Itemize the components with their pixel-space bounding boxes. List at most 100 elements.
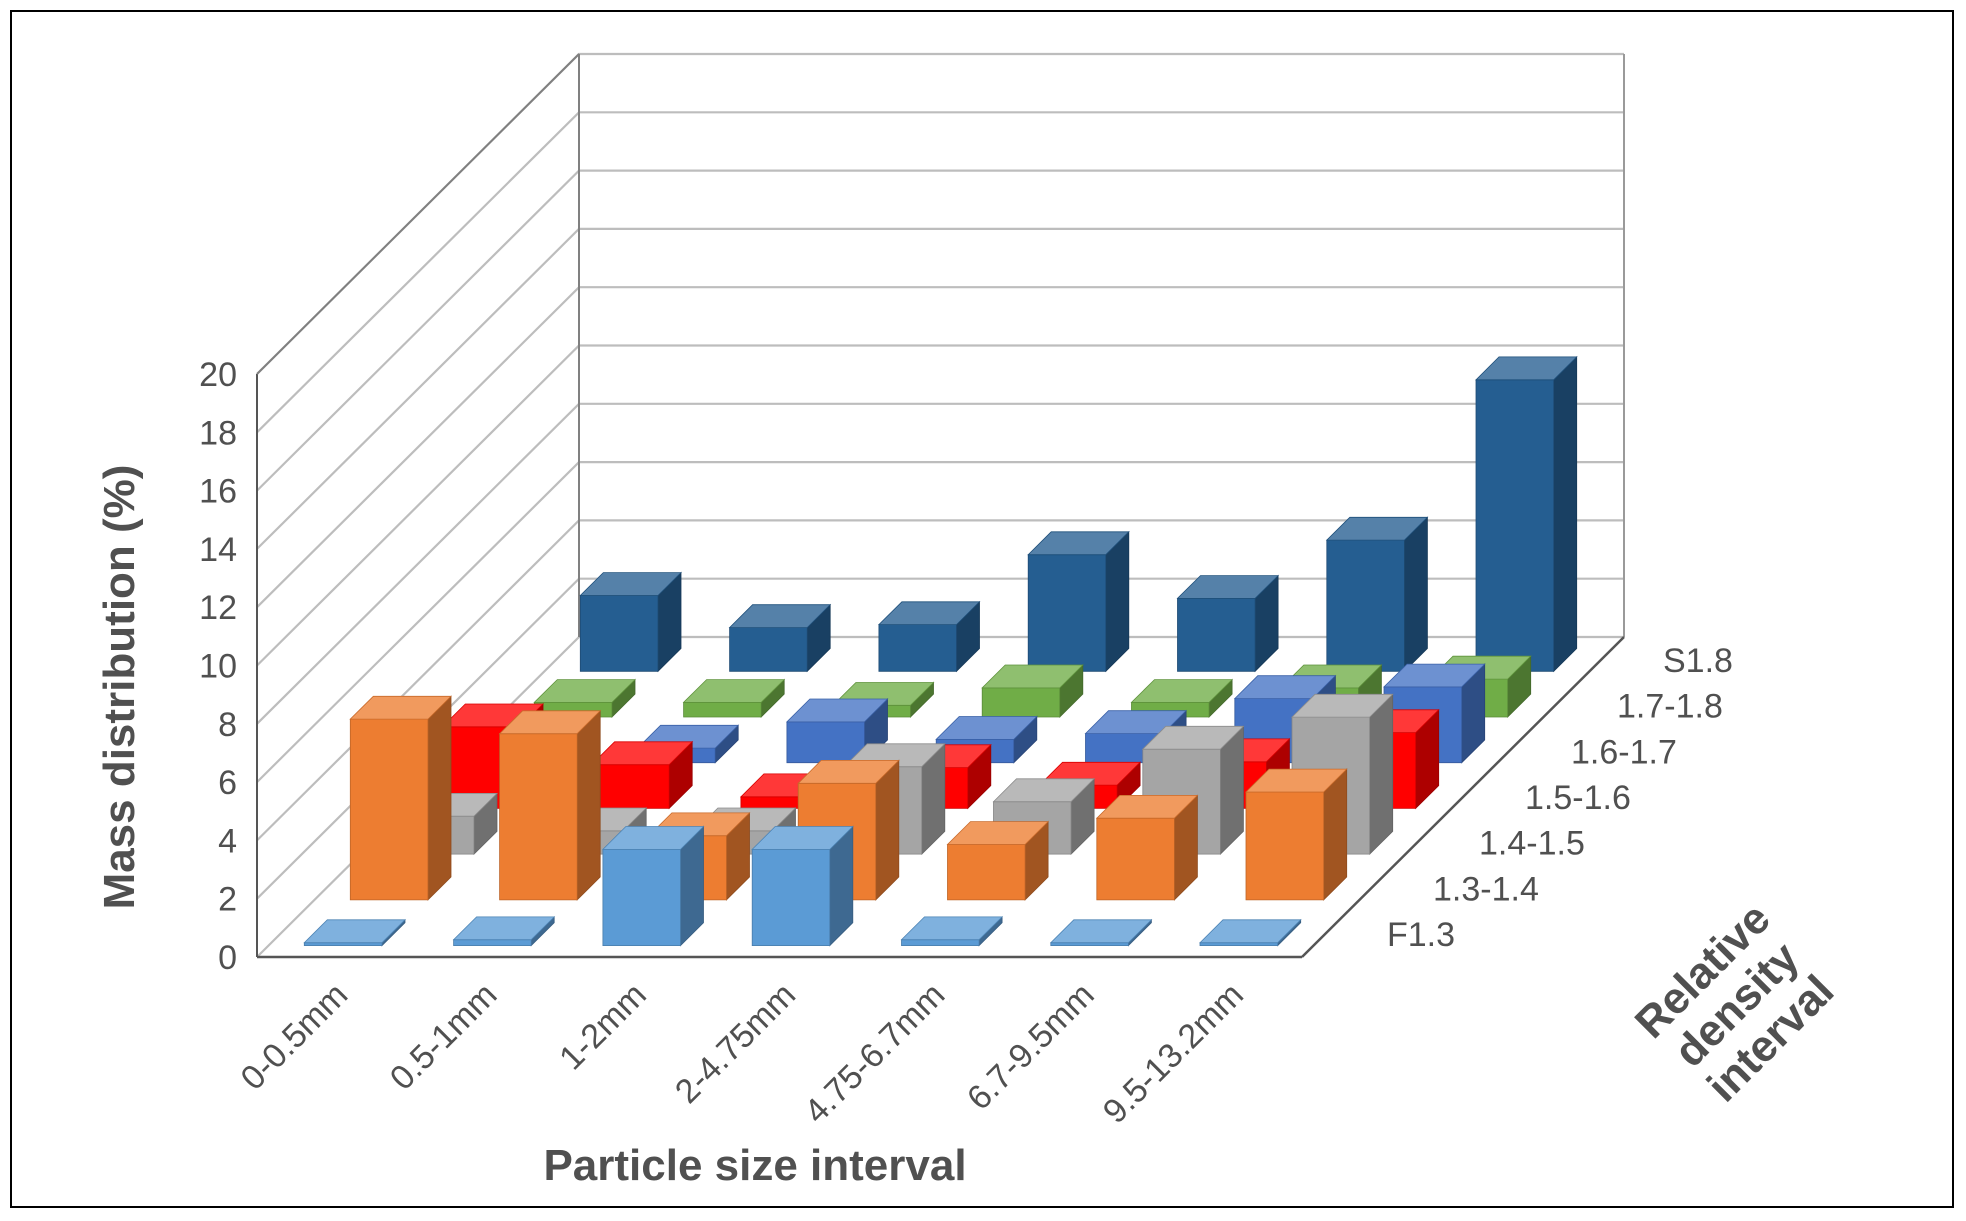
bar <box>452 915 556 947</box>
bar-top-face <box>682 679 786 703</box>
bar <box>1049 918 1153 947</box>
bar-top-face <box>877 601 981 625</box>
bar-top-face <box>1095 795 1199 819</box>
bar-top-face <box>946 821 1050 845</box>
bar-front-face <box>349 718 429 901</box>
y-tick-label: 18 <box>199 414 237 452</box>
z-tick-label: 1.5-1.6 <box>1525 779 1631 817</box>
y-tick-label: 6 <box>218 764 237 802</box>
bar <box>579 571 682 673</box>
bar <box>1245 768 1348 901</box>
bar <box>1325 516 1429 673</box>
bar-top-face <box>590 741 694 766</box>
bar-top-face <box>1199 919 1302 944</box>
bar-side-face <box>1404 516 1428 673</box>
bar-front-face <box>1475 379 1555 672</box>
bar-front-face <box>499 733 578 901</box>
bar-front-face <box>729 627 808 672</box>
bar-front-face <box>901 939 980 946</box>
y-tick-label: 0 <box>218 939 237 977</box>
bar-front-face <box>1027 554 1107 672</box>
z-tick-label: 1.4-1.5 <box>1479 825 1585 863</box>
bar <box>877 600 981 673</box>
bar-front-face <box>579 595 659 672</box>
bar <box>946 820 1050 901</box>
bar-top-face <box>601 826 705 850</box>
x-tick-label: 1-2mm <box>552 976 654 1078</box>
bar <box>1475 355 1578 673</box>
bar-top-face <box>981 664 1084 689</box>
x-tick-label: 0.5-1mm <box>383 976 505 1098</box>
bar-top-face <box>797 760 900 784</box>
chart-walls <box>256 52 1625 959</box>
z-tick-label: 1.7-1.8 <box>1617 688 1723 726</box>
bar-front-face <box>1177 598 1256 672</box>
bar-side-face <box>427 695 452 901</box>
bar <box>498 709 602 901</box>
y-tick-label: 10 <box>199 648 237 686</box>
bars-group <box>303 355 1578 947</box>
y-tick-label: 8 <box>218 706 237 744</box>
y-tick-label: 12 <box>199 589 237 627</box>
x-tick-label: 4.75-6.7mm <box>797 976 952 1131</box>
bar <box>981 664 1084 718</box>
bar-top-face <box>1233 675 1337 699</box>
y-tick-label: 4 <box>218 822 237 860</box>
x-axis-title: Particle size interval <box>543 1141 966 1190</box>
bar-top-face <box>751 826 854 850</box>
bar <box>900 915 1004 947</box>
bar-front-face <box>591 764 670 809</box>
bar <box>601 825 705 947</box>
bar-front-face <box>878 624 957 672</box>
bar-top-face <box>303 919 406 944</box>
bar-top-face <box>349 695 452 720</box>
bar-top-face <box>728 604 832 628</box>
bar-top-face <box>992 778 1096 803</box>
bar <box>349 695 452 901</box>
bar <box>1095 794 1199 901</box>
bar <box>1176 574 1280 673</box>
bar-top-face <box>1027 531 1130 556</box>
y-tick-label: 20 <box>199 356 237 394</box>
bar <box>590 740 694 810</box>
bar-front-face <box>602 849 681 946</box>
bar-front-face <box>1096 817 1175 901</box>
bar-top-face <box>1084 710 1188 734</box>
x-tick-label: 9.5-13.2mm <box>1096 976 1251 1131</box>
bar-front-face <box>683 702 762 718</box>
y-tick-label: 14 <box>199 531 237 569</box>
bar-front-face <box>981 687 1061 718</box>
bar-top-face <box>785 698 889 723</box>
bar <box>303 918 406 947</box>
x-tick-label: 6.7-9.5mm <box>960 976 1102 1118</box>
chart-frame: 0 2 4 6 8 10 12 14 16 18 20 0-0.5mm 0.5-1mm 1-2mm 2-4.… <box>10 10 1954 1208</box>
bar-top-face <box>1141 725 1245 750</box>
bar-front-face <box>1245 791 1325 901</box>
y-tick-label: 2 <box>218 881 237 919</box>
bar-top-face <box>1130 679 1234 703</box>
bar-top-face <box>900 916 1004 941</box>
y-tick-label: 16 <box>199 473 237 511</box>
bar-front-face <box>303 942 383 946</box>
y-axis-title: Mass distribution (%) <box>95 465 144 910</box>
chart-3d-bar: 0 2 4 6 8 10 12 14 16 18 20 0-0.5mm 0.5-1mm 1-2mm 2-4.… <box>95 52 1844 1190</box>
bar-front-face <box>1050 942 1129 946</box>
z-tick-label: 1.3-1.4 <box>1433 870 1539 908</box>
bar-front-face <box>751 849 831 946</box>
bar-top-face <box>1383 663 1486 688</box>
bar-side-face <box>1369 693 1394 856</box>
bar-top-face <box>452 916 556 941</box>
bar-top-face <box>1049 919 1153 944</box>
bar-side-face <box>1553 355 1578 673</box>
bar-side-face <box>875 759 900 901</box>
bar <box>728 603 832 673</box>
z-tick-label: F1.3 <box>1387 916 1455 954</box>
bar-top-face <box>498 710 602 735</box>
bar <box>1027 530 1130 673</box>
bar <box>1199 918 1302 947</box>
z-tick-label: 1.6-1.7 <box>1571 733 1677 771</box>
bar <box>682 678 786 718</box>
bar-top-face <box>533 679 636 703</box>
bar-top-face <box>1176 575 1280 599</box>
